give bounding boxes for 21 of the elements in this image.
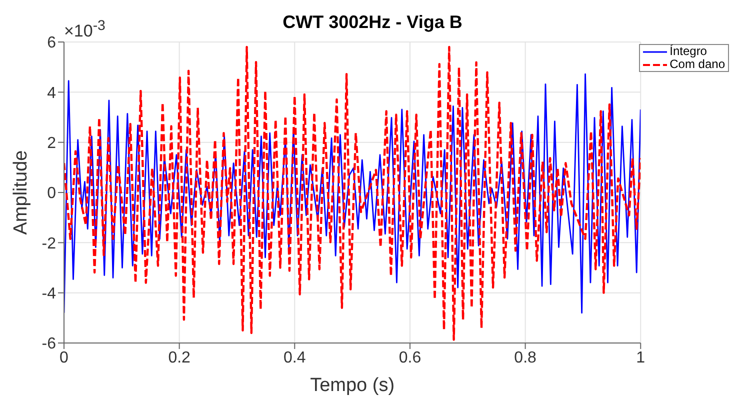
y-axis-title: Amplitude <box>10 150 32 235</box>
legend-label: Íntegro <box>670 44 707 58</box>
chart-title: CWT 3002Hz - Viga B <box>282 12 462 32</box>
x-tick-label: 0.2 <box>168 349 191 366</box>
x-tick-label: 0.8 <box>514 349 537 366</box>
x-tick-label: 1 <box>636 349 646 366</box>
x-tick-label: 0.6 <box>398 349 422 366</box>
y-tick-label: -6 <box>42 336 56 353</box>
text: ×10$^{-3}$ <box>64 18 106 42</box>
y-tick-label: 6 <box>47 34 56 52</box>
y-tick-label: 2 <box>47 135 56 152</box>
y-tick-label: 0 <box>47 185 56 202</box>
y-tick-label: -2 <box>42 235 56 252</box>
line-series <box>64 73 641 314</box>
line-series <box>64 46 641 341</box>
x-tick-label: 0 <box>60 349 69 366</box>
legend-label: Com dano <box>670 57 725 71</box>
y-tick-label: 4 <box>47 84 56 102</box>
x-axis-title: Tempo (s) <box>310 375 395 396</box>
x-tick-label: 0.4 <box>284 349 306 366</box>
y-tick-label: -4 <box>42 286 56 303</box>
